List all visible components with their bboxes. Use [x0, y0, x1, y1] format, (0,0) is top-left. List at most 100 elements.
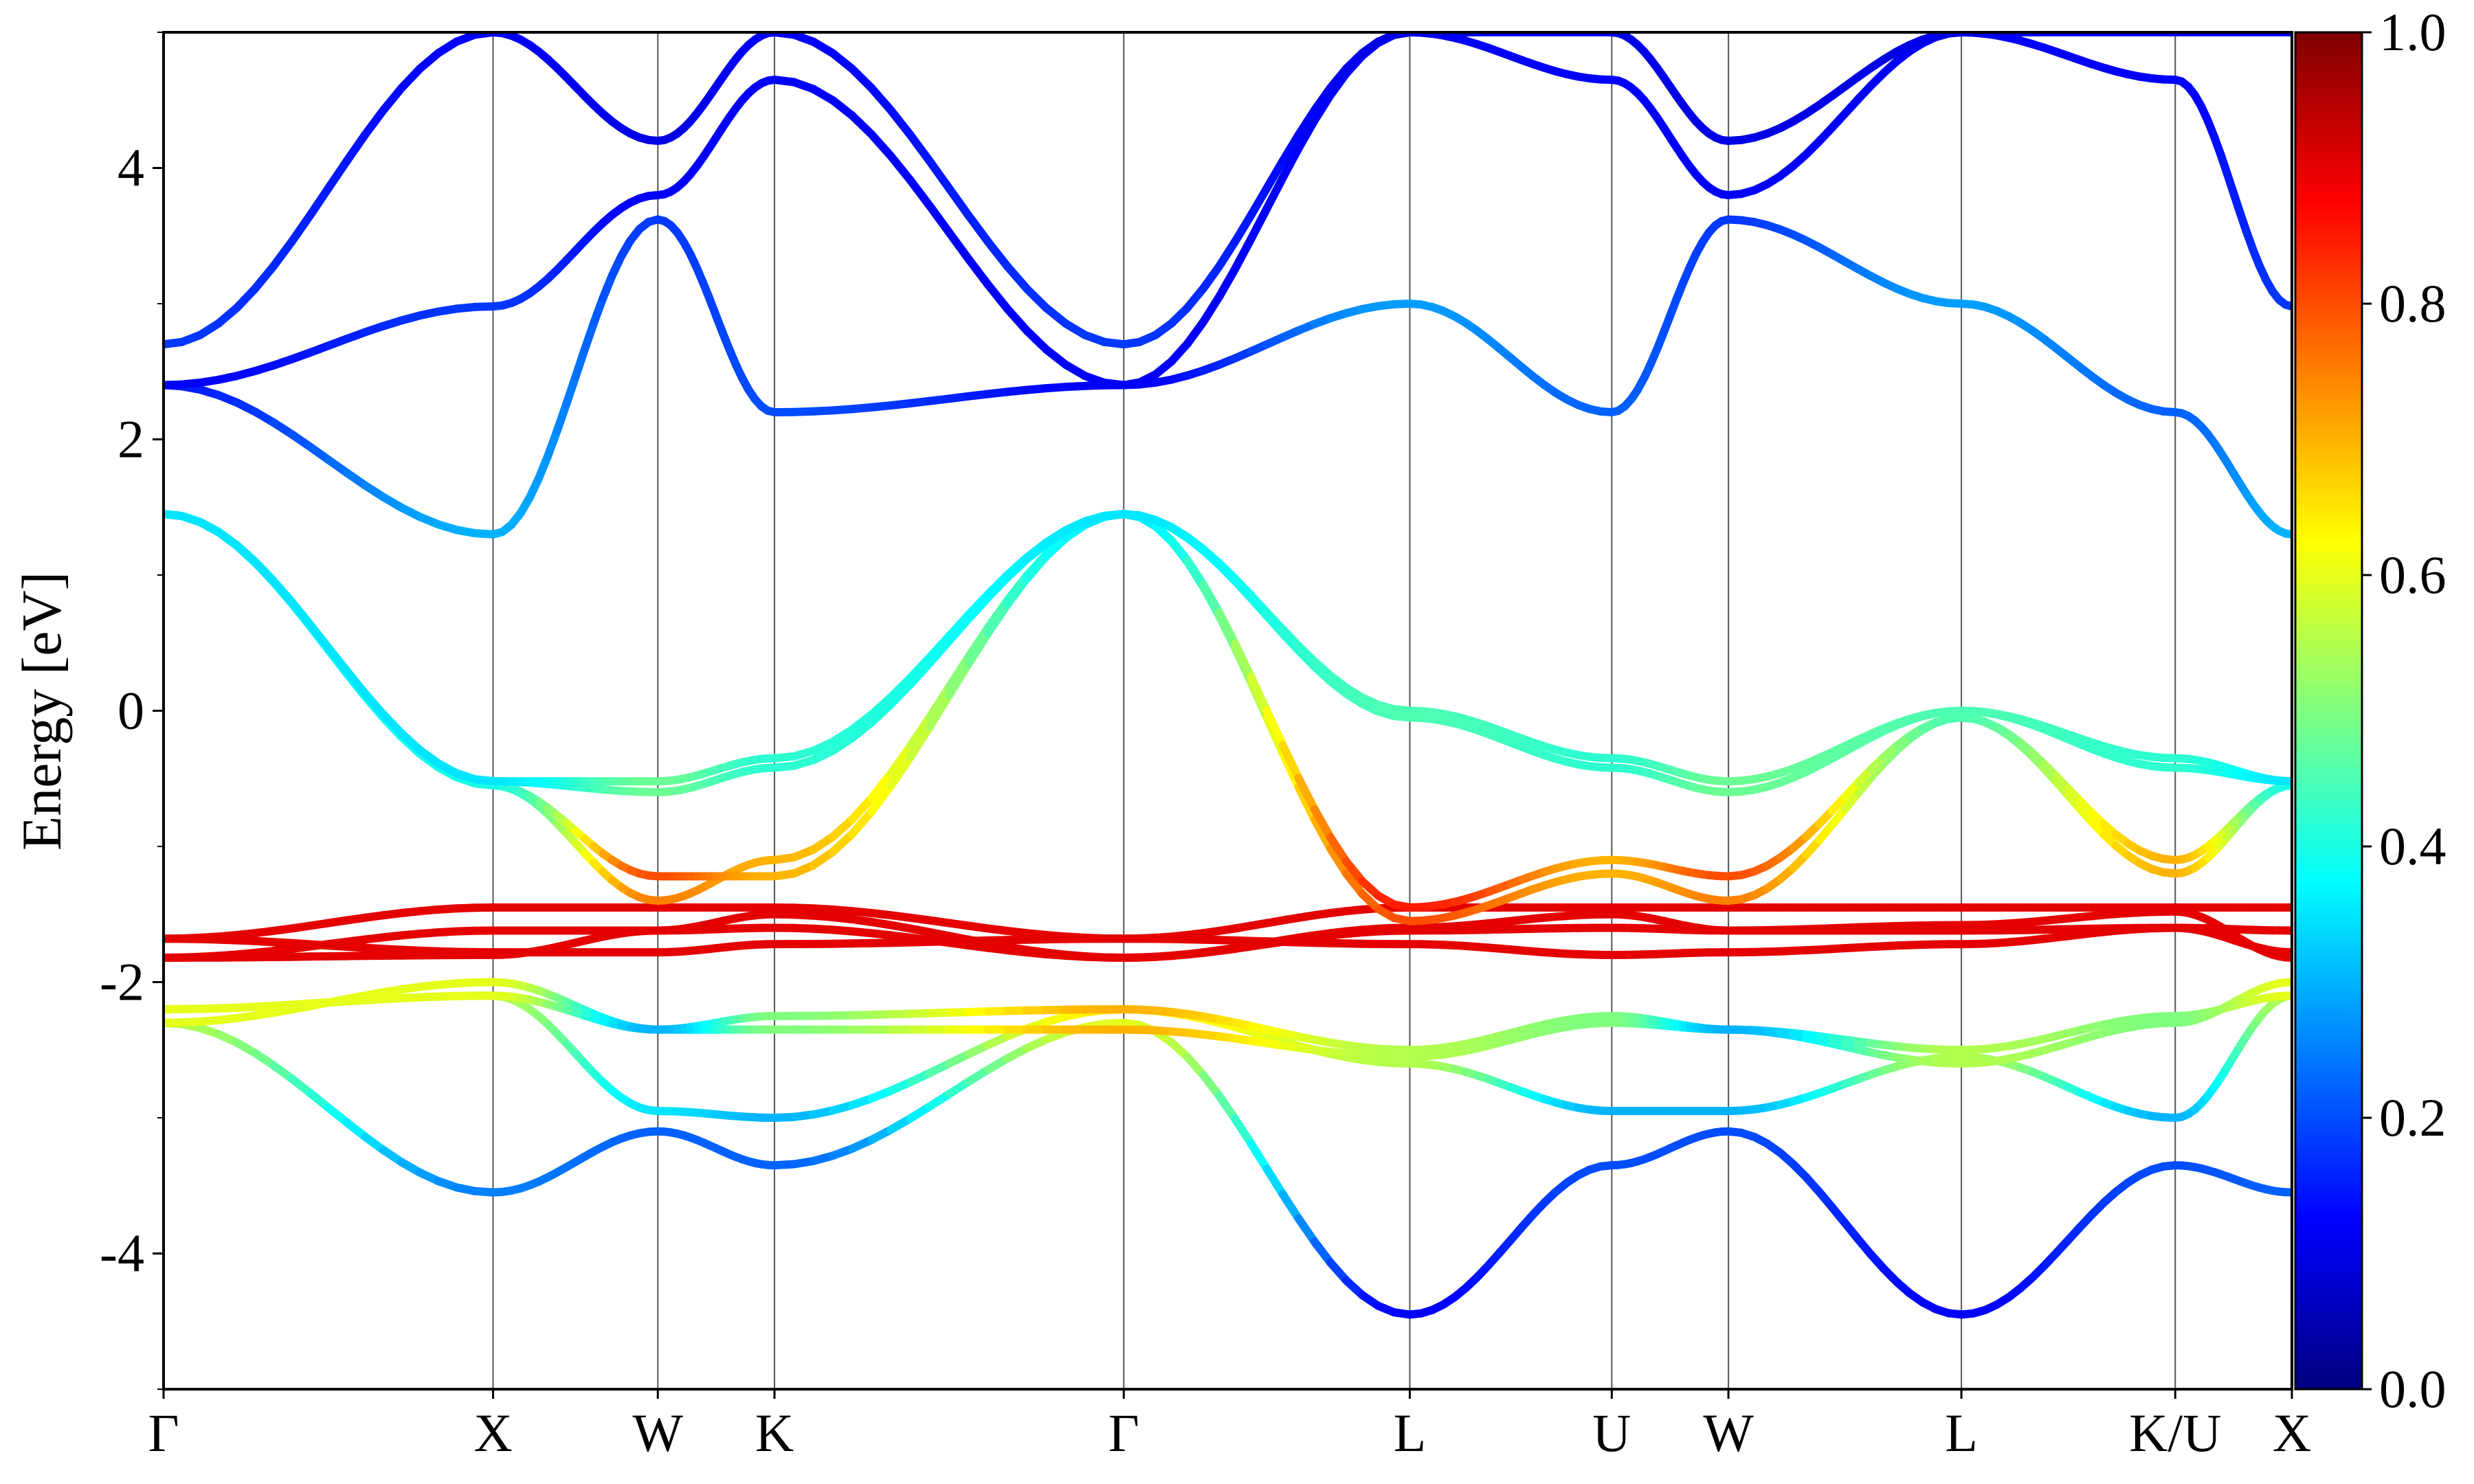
band-segment	[1294, 106, 1319, 139]
band-4	[164, 991, 2292, 1055]
band-segment	[1199, 1070, 1223, 1100]
band-segment	[828, 49, 856, 74]
band-segment	[887, 742, 915, 778]
band-segment	[1310, 84, 1335, 115]
x-ticks: Γ X W K Γ L U W L K/U X	[148, 1389, 2311, 1463]
x-tick-label: Γ	[1108, 1403, 1139, 1463]
band-segment	[1247, 1139, 1271, 1173]
band-segment	[964, 590, 992, 619]
band-segment	[906, 653, 934, 682]
band-segment	[1023, 326, 1051, 354]
y-tick-label: 0	[118, 681, 144, 741]
band-segment	[887, 673, 915, 701]
band-segment	[361, 106, 388, 139]
band-segment	[287, 211, 315, 246]
band-segment	[1278, 131, 1303, 166]
band-segment	[906, 176, 934, 210]
band-2	[164, 991, 2292, 1122]
x-tick-label: W	[1703, 1403, 1754, 1463]
band-segment	[1247, 204, 1271, 244]
band-segment	[1294, 774, 1319, 813]
band-segment	[945, 184, 973, 220]
band-segment	[887, 106, 915, 139]
band-segment	[251, 557, 278, 585]
band-segment	[306, 184, 333, 220]
band-segment	[342, 666, 369, 698]
colorbar	[2294, 31, 2363, 1391]
x-tick-label: X	[2273, 1403, 2311, 1463]
y-tick-label: -2	[100, 952, 144, 1012]
band-segment	[847, 807, 876, 838]
band-segment	[1042, 534, 1070, 561]
band-segment	[1003, 304, 1031, 335]
band-segment	[847, 111, 876, 139]
colorbar-tick-label: 0.4	[2379, 816, 2447, 876]
band-8	[164, 907, 2292, 962]
band-segment	[379, 710, 406, 738]
x-tick-label: Γ	[148, 1403, 179, 1463]
band-segment	[324, 643, 351, 675]
band-segment	[324, 157, 351, 193]
band-segment	[945, 228, 973, 263]
band-segment	[1215, 265, 1240, 302]
band-segment	[1310, 815, 1335, 853]
band-segment	[1003, 262, 1031, 293]
band-segment	[847, 65, 876, 93]
band-segment	[1183, 317, 1207, 348]
band-segment	[1167, 536, 1192, 565]
band-segment	[867, 693, 895, 719]
colorbar-tick-label: 0.2	[2379, 1088, 2447, 1147]
band-segment	[906, 712, 934, 751]
x-tick-label: L	[1945, 1403, 1978, 1463]
band-segment	[906, 131, 934, 166]
band-segment	[1183, 556, 1207, 589]
band-segment	[287, 598, 315, 629]
band-segment	[867, 769, 895, 802]
band-segment	[306, 620, 333, 652]
band-segment	[1023, 284, 1051, 313]
band-segment	[1278, 741, 1303, 783]
band-segment	[1003, 553, 1031, 579]
x-tick-label: W	[632, 1403, 683, 1463]
band-segment	[1215, 1091, 1240, 1123]
band-segment	[867, 700, 895, 727]
band-3	[164, 978, 2292, 1068]
band-segment	[562, 372, 580, 409]
band-segment	[867, 130, 895, 161]
band-segment	[1199, 580, 1223, 617]
band-segment	[828, 815, 856, 841]
band-segment	[1023, 552, 1051, 583]
band-segment	[847, 794, 876, 824]
band-11	[164, 510, 2292, 796]
x-tick-label: X	[473, 1403, 512, 1463]
band-segment	[1215, 608, 1240, 648]
band-lines	[164, 32, 2292, 1319]
band-segment	[590, 294, 608, 328]
colorbar-tick-label: 0.0	[2379, 1359, 2447, 1419]
band-segment	[361, 689, 388, 719]
band-segment	[1262, 1165, 1287, 1198]
band-segment	[1042, 304, 1070, 328]
band-segment	[1262, 157, 1287, 193]
band-segment	[1278, 144, 1303, 183]
band-segment	[1183, 284, 1207, 313]
band-segment	[1231, 211, 1256, 246]
band-segment	[945, 660, 973, 699]
band-segment	[847, 718, 876, 743]
band-segment	[1310, 1237, 1335, 1267]
band-segment	[269, 237, 296, 271]
band-segment	[828, 829, 856, 857]
band-segment	[1231, 639, 1256, 681]
band-13	[164, 215, 2292, 539]
band-segment	[1310, 91, 1335, 125]
y-ticks: -4 -2 0 2 4	[100, 32, 164, 1390]
band-segment	[867, 84, 895, 115]
band-segment	[1231, 235, 1256, 273]
band-segment	[983, 280, 1012, 313]
band-segment	[1341, 857, 1367, 886]
band-segment	[397, 65, 424, 93]
band-segment	[887, 152, 915, 185]
band-12	[164, 510, 2292, 786]
band-segment	[964, 629, 992, 668]
band-segment	[925, 690, 954, 731]
